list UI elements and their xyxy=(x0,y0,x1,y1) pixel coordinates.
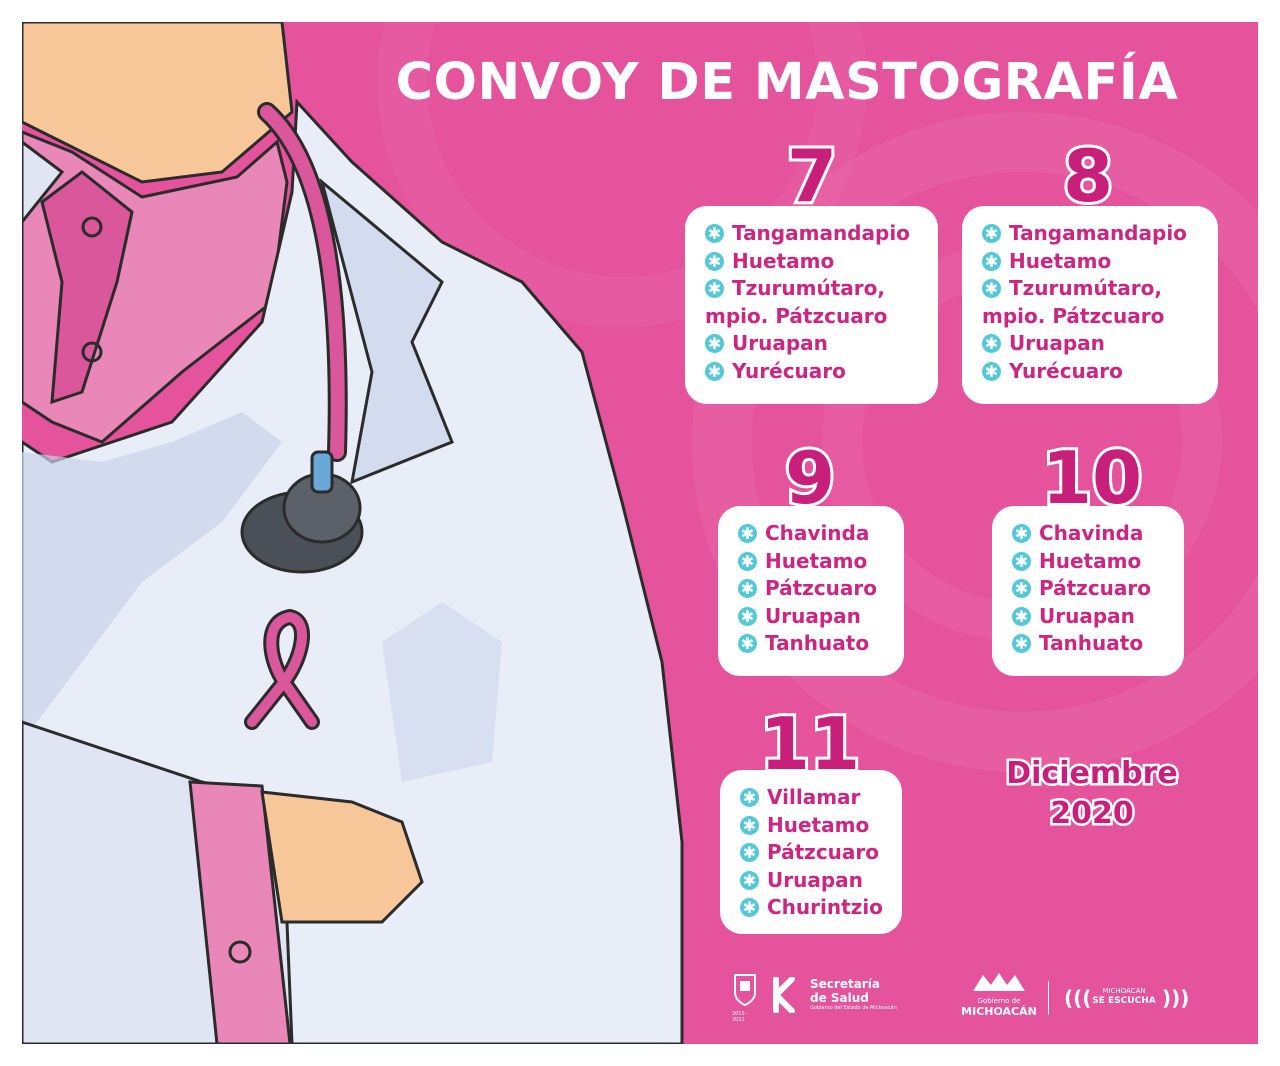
asterisk-icon: ✱ xyxy=(705,334,724,353)
list-item: ✱ Huetamo xyxy=(738,548,892,576)
sound-wave-left-icon: ((( xyxy=(1064,986,1092,1010)
year-label: 2020 xyxy=(1048,794,1137,834)
list-item: ✱ Uruapan xyxy=(1012,603,1172,631)
list-item: ✱ Uruapan xyxy=(738,603,892,631)
list-item: ✱ Tzurumútaro, mpio. Pátzcuaro xyxy=(982,276,1165,328)
asterisk-icon: ✱ xyxy=(738,551,757,571)
asterisk-icon: ✱ xyxy=(738,606,757,626)
footer-divider xyxy=(1048,981,1049,1015)
asterisk-icon: ✱ xyxy=(982,361,1001,381)
list-item: ✱ Tangamandapio xyxy=(705,220,926,248)
poster-title: CONVOY DE MASTOGRAFÍA xyxy=(395,53,1179,112)
list-item: ✱ Churintzio xyxy=(740,894,890,922)
day-card-9: ✱ Chavinda ✱ Huetamo ✱ Pátzcuaro ✱ Uruapan ✱… xyxy=(718,506,904,676)
asterisk-icon: ✱ xyxy=(740,898,759,917)
sound-wave-right-icon: ))) xyxy=(1162,986,1190,1010)
gobierno-michoacan-logo: Gobierno de MICHOACÁN xyxy=(954,971,1044,1019)
list-item: ✱ Tanhuato xyxy=(1012,630,1172,658)
day-card-7: ✱ Tangamandapio ✱ Huetamo ✱ Tzurumútaro, mp… xyxy=(685,206,938,404)
list-item: ✱ Pátzcuaro xyxy=(740,839,890,867)
asterisk-icon: ✱ xyxy=(982,224,1001,243)
list-item: ✱ Chavinda xyxy=(1012,520,1172,548)
day-number-10: 10 xyxy=(1039,436,1145,520)
asterisk-icon: ✱ xyxy=(740,843,759,862)
doctor-illustration xyxy=(22,22,684,1044)
list-item: ✱ Huetamo xyxy=(740,812,890,840)
asterisk-icon: ✱ xyxy=(740,815,759,835)
list-item: ✱ Huetamo xyxy=(982,248,1206,276)
list-item: ✱ Huetamo xyxy=(705,248,926,276)
day-card-8: ✱ Tangamandapio ✱ Huetamo ✱ Tzurumútaro, mp… xyxy=(962,206,1218,404)
asterisk-icon: ✱ xyxy=(982,279,1001,298)
gobierno-line1: Gobierno de xyxy=(977,997,1021,1005)
salud-line2: de Salud xyxy=(810,991,869,1005)
asterisk-icon: ✱ xyxy=(1012,579,1031,598)
asterisk-icon: ✱ xyxy=(1012,551,1031,571)
gobierno-emblem-icon xyxy=(973,973,1025,991)
asterisk-icon: ✱ xyxy=(740,788,759,807)
day-card-11: ✱ Villamar ✱ Huetamo ✱ Pátzcuaro ✱ Uruapan ✱… xyxy=(720,770,902,934)
salud-line1: Secretaría xyxy=(810,977,880,991)
list-item: ✱ Villamar xyxy=(740,784,890,812)
list-item: ✱ Huetamo xyxy=(1012,548,1172,576)
list-item: ✱ Uruapan xyxy=(982,330,1206,358)
list-item: ✱ Pátzcuaro xyxy=(1012,575,1172,603)
day-number-9: 9 xyxy=(782,436,838,520)
day-card-10: ✱ Chavinda ✱ Huetamo ✱ Pátzcuaro ✱ Uruapan ✱… xyxy=(992,506,1184,676)
escucha-line2: SE ESCUCHA xyxy=(1092,996,1156,1006)
list-item: ✱ Uruapan xyxy=(740,867,890,895)
asterisk-icon: ✱ xyxy=(738,579,757,598)
date-label: Diciembre 2020 xyxy=(982,754,1202,834)
list-item: ✱ Tangamandapio xyxy=(982,220,1206,248)
crest-icon xyxy=(734,974,756,1007)
list-item: ✱ Chavinda xyxy=(738,520,892,548)
list-item: ✱ Yurécuaro xyxy=(982,358,1206,386)
day-number-7: 7 xyxy=(784,134,840,218)
crest-years: 2015 - 2021 xyxy=(732,1011,749,1023)
asterisk-icon: ✱ xyxy=(740,870,759,890)
asterisk-icon: ✱ xyxy=(1012,606,1031,626)
asterisk-icon: ✱ xyxy=(1012,524,1031,543)
asterisk-icon: ✱ xyxy=(705,251,724,271)
asterisk-icon: ✱ xyxy=(982,251,1001,271)
day-number-8: 8 xyxy=(1060,134,1116,218)
list-item: ✱ Uruapan xyxy=(705,330,926,358)
asterisk-icon: ✱ xyxy=(1012,634,1031,653)
footer-logos: 2015 - 2021 Secretaría de Salud Gobierno… xyxy=(722,967,1222,1027)
asterisk-icon: ✱ xyxy=(705,279,724,298)
state-crest-logo: 2015 - 2021 xyxy=(732,973,762,1023)
poster: CONVOY DE MASTOGRAFÍA 7 ✱ Tangamandapio ✱… xyxy=(22,22,1258,1044)
asterisk-icon: ✱ xyxy=(738,524,757,543)
asterisk-icon: ✱ xyxy=(982,334,1001,353)
salud-k-icon xyxy=(773,977,795,1013)
gobierno-line2: MICHOACÁN xyxy=(961,1005,1037,1018)
asterisk-icon: ✱ xyxy=(705,224,724,243)
list-item: ✱ Tanhuato xyxy=(738,630,892,658)
list-item: ✱ Pátzcuaro xyxy=(738,575,892,603)
salud-caption: Gobierno del Estado de Michoacán xyxy=(810,1005,897,1011)
list-item: ✱ Tzurumútaro, mpio. Pátzcuaro xyxy=(705,276,888,328)
escucha-line1: MICHOACÁN xyxy=(1102,987,1146,995)
asterisk-icon: ✱ xyxy=(705,361,724,381)
month-label: Diciembre xyxy=(1004,754,1180,794)
asterisk-icon: ✱ xyxy=(738,634,757,653)
list-item: ✱ Yurécuaro xyxy=(705,358,926,386)
